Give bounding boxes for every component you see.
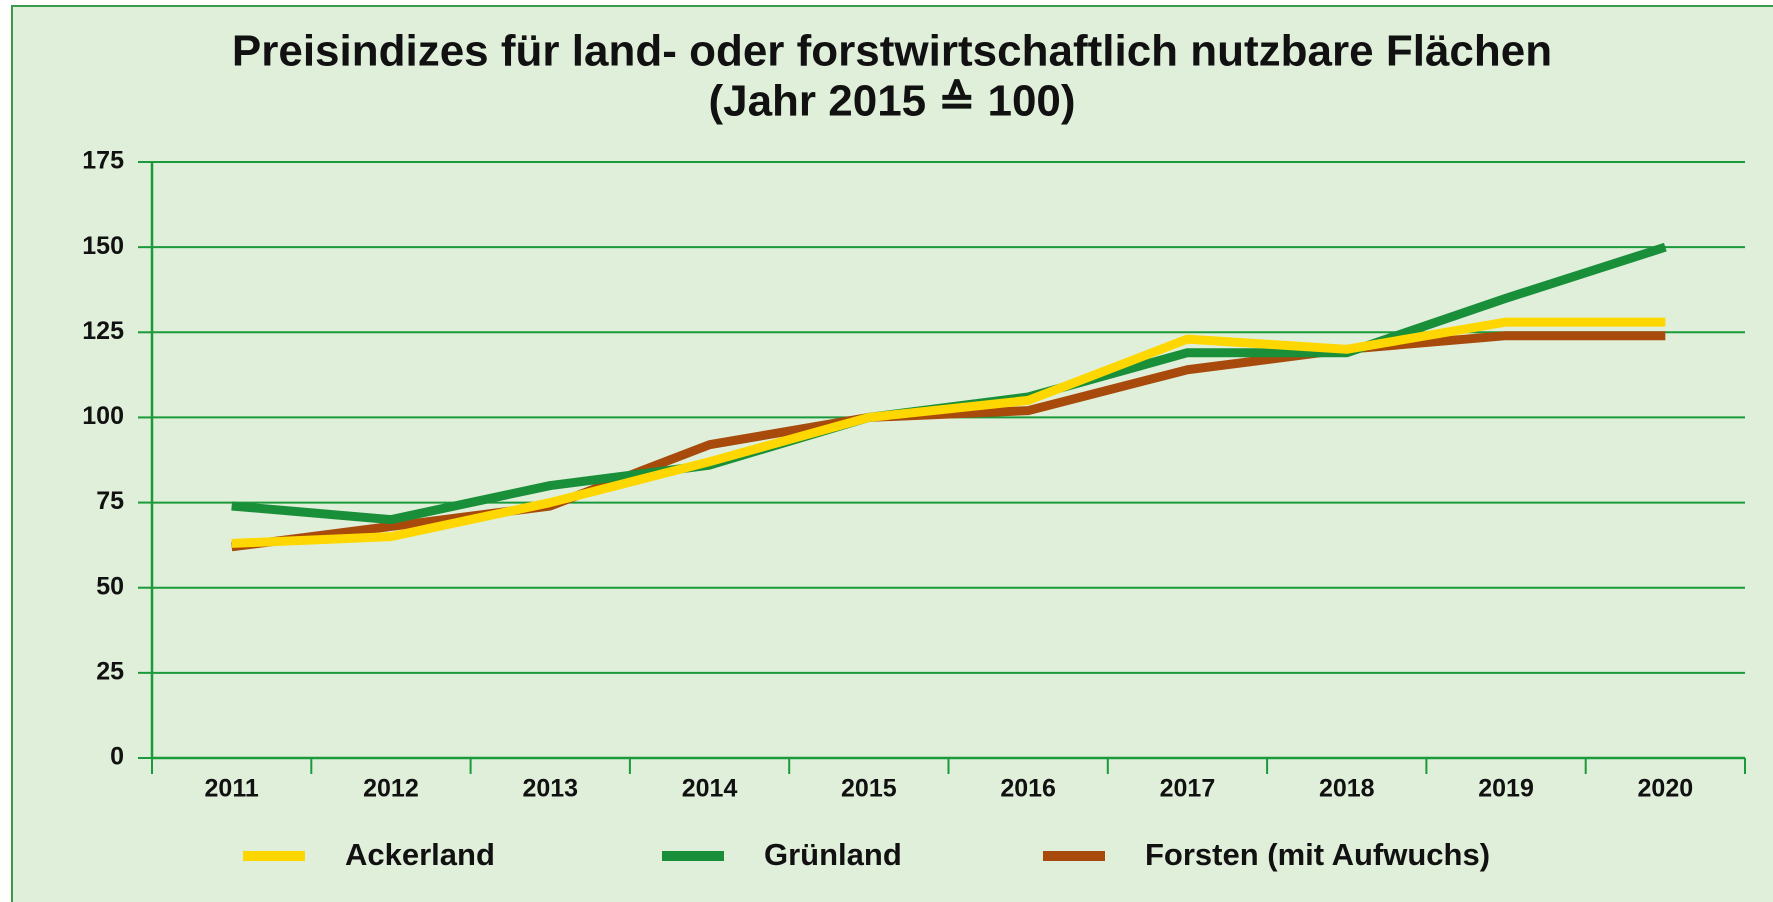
x-tick-label: 2015 xyxy=(841,775,897,803)
y-tick-label: 50 xyxy=(96,572,124,600)
series-line xyxy=(231,317,1666,548)
x-tick-label: 2013 xyxy=(522,775,578,803)
y-tick-label: 0 xyxy=(110,743,124,771)
x-tick-label: 2019 xyxy=(1478,775,1534,803)
y-tick-label: 150 xyxy=(82,232,124,260)
legend-label: Ackerland xyxy=(345,837,495,872)
x-tick-label: 2018 xyxy=(1319,775,1375,803)
x-tick-label: 2014 xyxy=(682,775,738,803)
y-tick-label: 100 xyxy=(82,402,124,430)
y-tick-label: 175 xyxy=(82,147,124,175)
y-tick-label: 75 xyxy=(96,487,124,515)
x-tick-label: 2017 xyxy=(1160,775,1216,803)
x-tick-label: 2011 xyxy=(205,775,259,803)
legend-label: Grünland xyxy=(764,837,902,872)
legend-label: Forsten (mit Aufwuchs) xyxy=(1145,837,1490,872)
x-tick-label: 2016 xyxy=(1000,775,1056,803)
y-tick-label: 25 xyxy=(96,657,124,685)
x-tick-label: 2020 xyxy=(1638,775,1694,803)
x-tick-label: 2012 xyxy=(363,775,419,803)
chart-title: Preisindizes für land- oder forstwirtsch… xyxy=(232,27,1552,76)
chart-background xyxy=(11,5,1773,902)
chart-subtitle: (Jahr 2015 ≙ 100) xyxy=(708,77,1075,126)
y-tick-label: 125 xyxy=(82,317,124,345)
